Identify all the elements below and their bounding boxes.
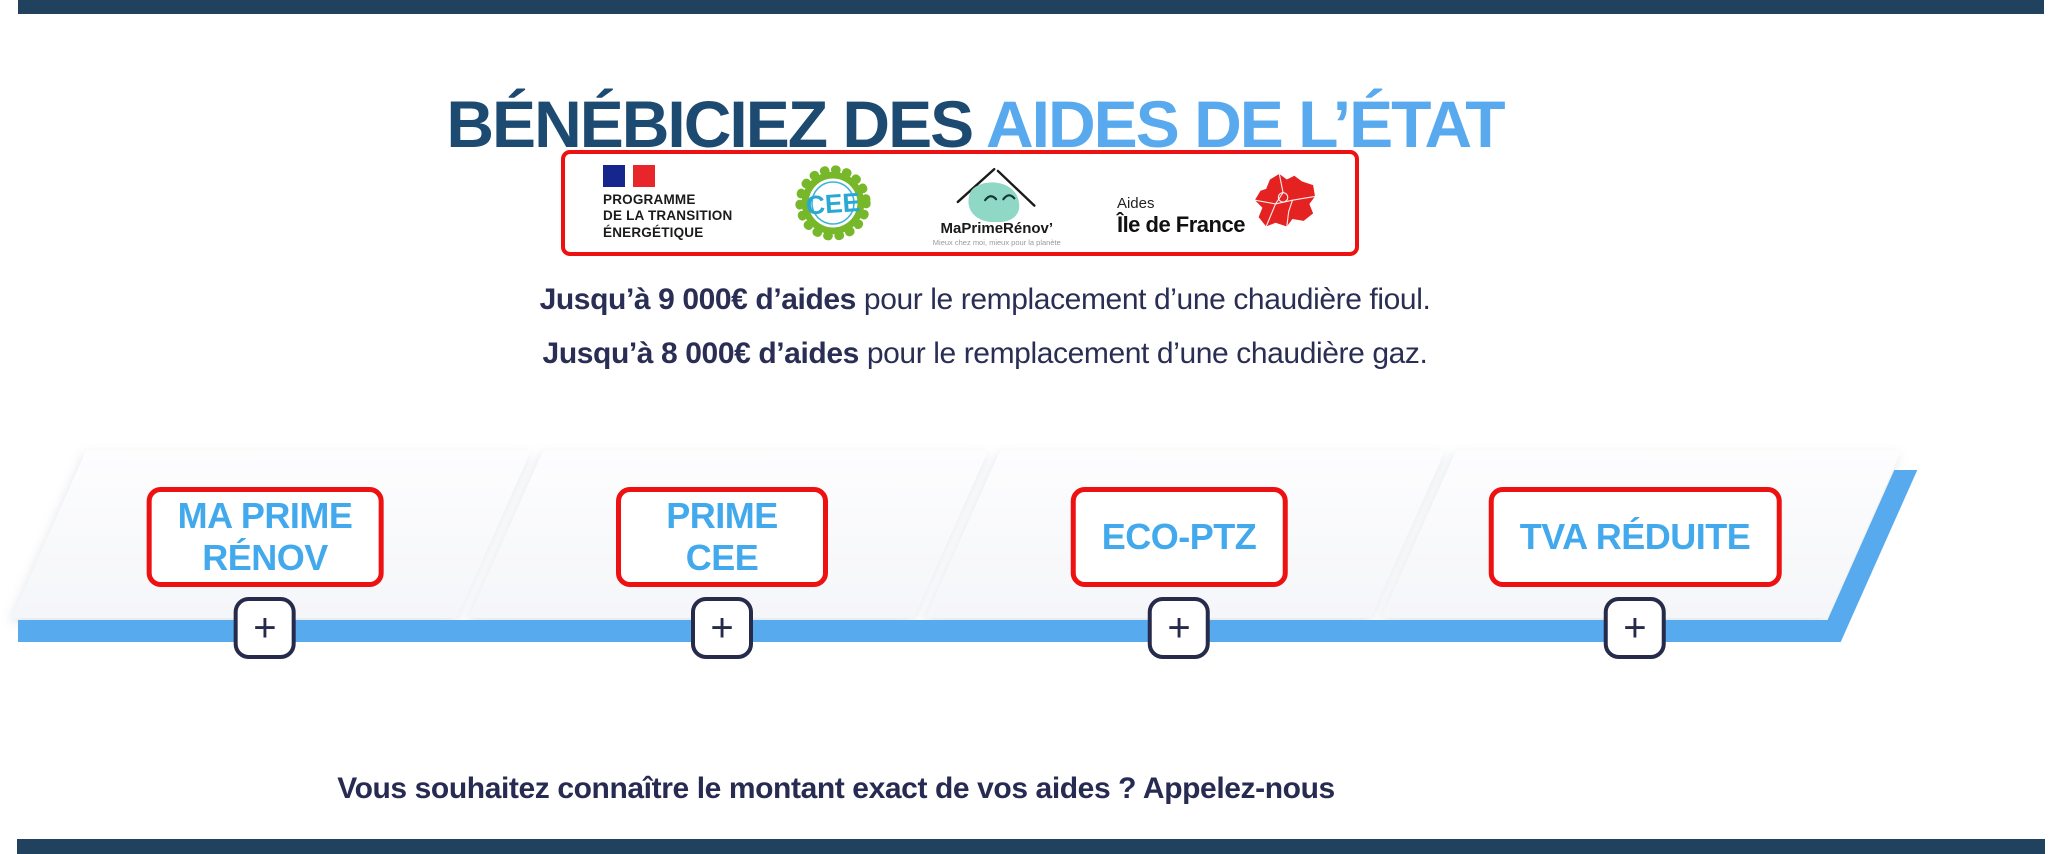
expand-button-eco-ptz[interactable]: + — [1148, 597, 1210, 659]
page-title: BÉNÉBICIEZ DES AIDES DE L’ÉTAT — [446, 87, 1506, 162]
page-title-light-part: AIDES DE L’ÉTAT — [986, 87, 1506, 162]
aid-label-tva-reduite[interactable]: TVA RÉDUITE — [1488, 487, 1782, 587]
bottom-border-bar — [17, 839, 2045, 854]
top-border-bar — [18, 0, 2044, 14]
plus-icon: + — [710, 606, 734, 650]
french-flag-icon — [603, 164, 655, 187]
expand-button-tva-reduite[interactable]: + — [1603, 597, 1666, 659]
aid-label-prime-cee[interactable]: PRIME CEE — [616, 487, 828, 587]
intro-line1-amount: Jusqu’à 9 000€ d’aides — [539, 283, 857, 316]
plus-icon: + — [1167, 606, 1191, 650]
aid-item-tva-reduite: TVA RÉDUITE + — [1488, 487, 1782, 659]
logo-maprimerenov: MaPrimeRénov’ Mieux chez moi, mieux pour… — [933, 160, 1061, 247]
aid-item-ma-prime-renov: MA PRIME RÉNOV + — [146, 487, 384, 659]
plus-icon: + — [1623, 606, 1647, 650]
partner-logos-box: PROGRAMME DE LA TRANSITION ÉNERGÉTIQUE C… — [561, 150, 1359, 256]
footer-cta-text: Vous souhaitez connaître le montant exac… — [337, 772, 1335, 805]
intro-line-gaz: Jusqu’à 8 000€ d’aides pour le remplacem… — [542, 337, 1428, 370]
expand-button-ma-prime-renov[interactable]: + — [233, 597, 296, 659]
page-title-dark-part: BÉNÉBICIEZ DES — [446, 87, 987, 162]
logo-programme-transition-energetique: PROGRAMME DE LA TRANSITION ÉNERGÉTIQUE — [603, 164, 733, 241]
intro-line-fioul: Jusqu’à 9 000€ d’aides pour le remplacem… — [539, 283, 1431, 316]
idf-aides-label: Aides — [1116, 194, 1155, 212]
aid-label-eco-ptz[interactable]: ECO-PTZ — [1070, 487, 1288, 587]
logo-rf-line2: DE LA TRANSITION — [603, 208, 733, 224]
intro-line2-amount: Jusqu’à 8 000€ d’aides — [542, 337, 860, 370]
idf-region-label: Île de France — [1116, 211, 1246, 237]
plus-icon: + — [253, 606, 277, 650]
expand-button-prime-cee[interactable]: + — [691, 597, 753, 659]
maprimerenov-label: MaPrimeRénov’ — [940, 219, 1054, 237]
cee-label: CEE — [805, 187, 861, 221]
logo-cee: CEE — [789, 159, 877, 247]
timeline-end-slash — [1817, 470, 1918, 642]
cee-badge-icon: CEE — [794, 165, 871, 241]
maprimerenov-house-icon — [956, 167, 1036, 222]
maprimerenov-tagline: Mieux chez moi, mieux pour la planète — [932, 237, 1061, 247]
logo-rf-line1: PROGRAMME — [603, 191, 696, 207]
logo-rf-line3: ÉNERGÉTIQUE — [603, 224, 704, 240]
logo-aides-ile-de-france: Aides Île de France — [1117, 169, 1317, 238]
aid-item-eco-ptz: ECO-PTZ + — [1070, 487, 1288, 659]
aid-label-ma-prime-renov[interactable]: MA PRIME RÉNOV — [146, 487, 384, 587]
ile-de-france-map-icon — [1254, 173, 1316, 227]
aid-item-prime-cee: PRIME CEE + — [616, 487, 828, 659]
